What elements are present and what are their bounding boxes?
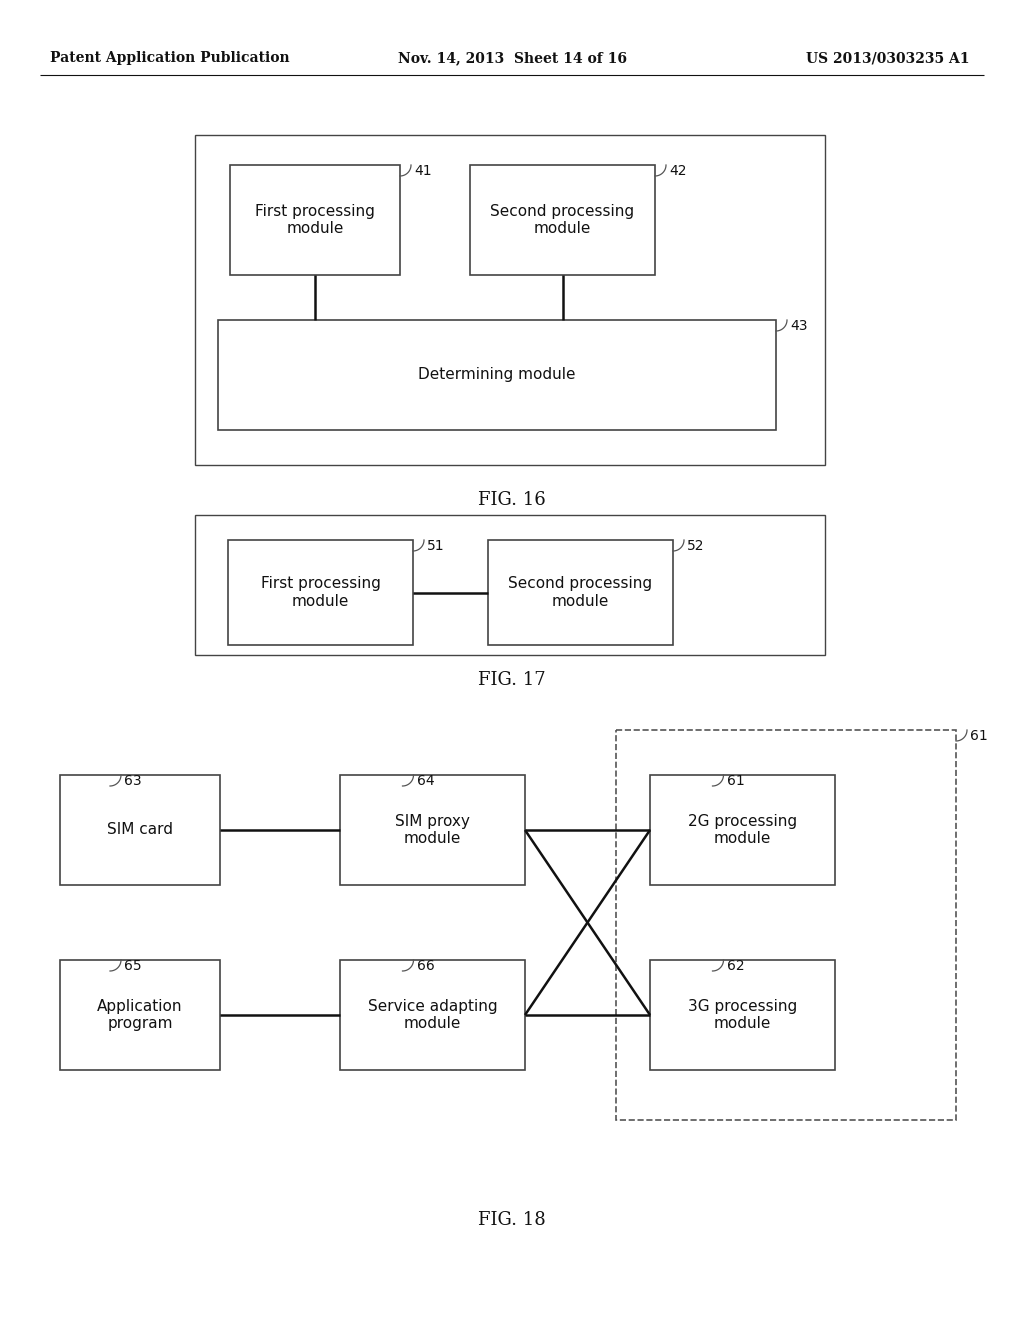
Text: Application
program: Application program bbox=[97, 999, 182, 1031]
Text: 64: 64 bbox=[417, 774, 434, 788]
Text: FIG. 16: FIG. 16 bbox=[478, 491, 546, 510]
Bar bbox=[195, 515, 825, 655]
Text: FIG. 17: FIG. 17 bbox=[478, 671, 546, 689]
Text: 65: 65 bbox=[124, 960, 141, 973]
Text: Patent Application Publication: Patent Application Publication bbox=[50, 51, 290, 65]
Text: 61: 61 bbox=[726, 774, 744, 788]
Text: SIM proxy
module: SIM proxy module bbox=[395, 814, 470, 846]
Text: US 2013/0303235 A1: US 2013/0303235 A1 bbox=[807, 51, 970, 65]
Bar bbox=[488, 540, 673, 645]
Bar bbox=[60, 775, 220, 884]
Text: 3G processing
module: 3G processing module bbox=[688, 999, 797, 1031]
Text: 42: 42 bbox=[669, 164, 686, 178]
Text: 62: 62 bbox=[726, 960, 744, 973]
Bar bbox=[195, 135, 825, 465]
Text: 2G processing
module: 2G processing module bbox=[688, 814, 797, 846]
Text: Second processing
module: Second processing module bbox=[490, 203, 635, 236]
Bar bbox=[340, 960, 525, 1071]
Text: SIM card: SIM card bbox=[106, 822, 173, 837]
Text: 63: 63 bbox=[124, 774, 141, 788]
Text: First processing
module: First processing module bbox=[255, 203, 375, 236]
Bar bbox=[650, 960, 835, 1071]
Text: Nov. 14, 2013  Sheet 14 of 16: Nov. 14, 2013 Sheet 14 of 16 bbox=[397, 51, 627, 65]
Text: 61: 61 bbox=[970, 729, 988, 743]
Bar bbox=[616, 730, 956, 1119]
Bar bbox=[650, 775, 835, 884]
Text: Second processing
module: Second processing module bbox=[509, 577, 652, 609]
Text: 41: 41 bbox=[414, 164, 432, 178]
Bar bbox=[230, 165, 400, 275]
Text: Service adapting
module: Service adapting module bbox=[368, 999, 498, 1031]
Text: 66: 66 bbox=[417, 960, 434, 973]
Text: First processing
module: First processing module bbox=[260, 577, 381, 609]
Bar bbox=[340, 775, 525, 884]
Bar bbox=[218, 319, 776, 430]
Text: FIG. 18: FIG. 18 bbox=[478, 1210, 546, 1229]
Bar bbox=[60, 960, 220, 1071]
Bar bbox=[470, 165, 655, 275]
Bar bbox=[228, 540, 413, 645]
Text: 43: 43 bbox=[790, 319, 808, 333]
Text: 51: 51 bbox=[427, 539, 444, 553]
Text: Determining module: Determining module bbox=[418, 367, 575, 383]
Text: 52: 52 bbox=[687, 539, 705, 553]
